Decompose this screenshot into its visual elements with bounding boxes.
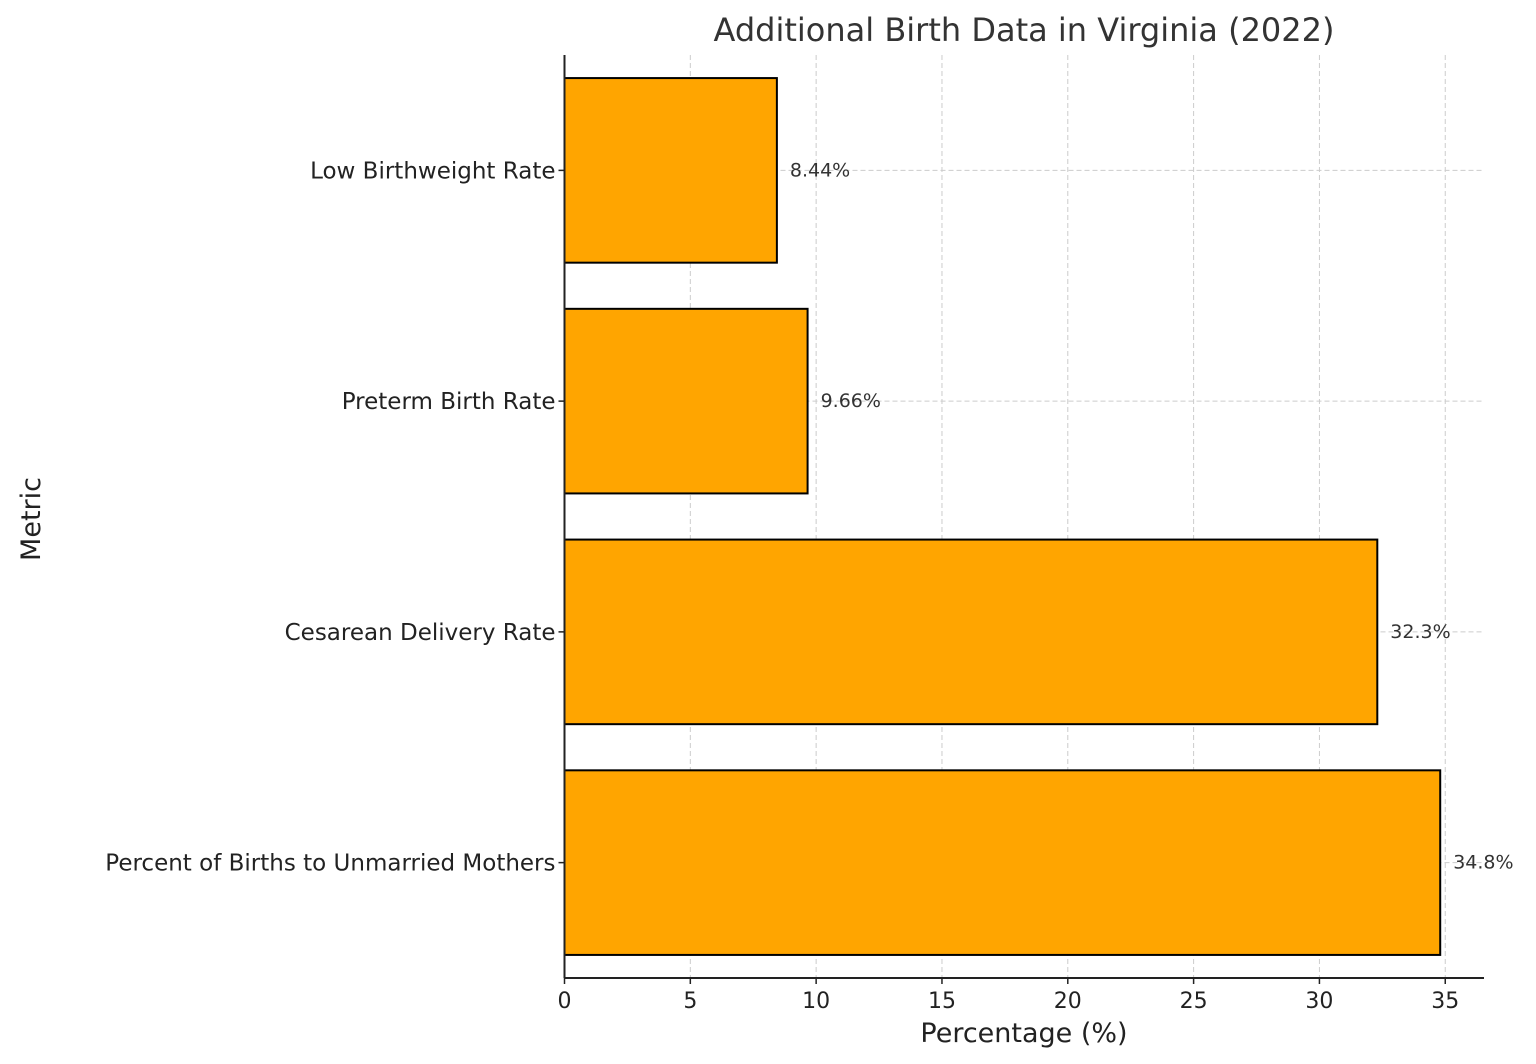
x-tick-label: 25 — [1180, 989, 1208, 1014]
bar — [563, 307, 809, 495]
x-tick-label: 35 — [1431, 989, 1459, 1014]
y-tick-label: Preterm Birth Rate — [342, 389, 556, 415]
bar — [563, 769, 1442, 956]
x-tick-label: 20 — [1054, 989, 1082, 1014]
x-axis-label: Percentage (%) — [920, 1018, 1127, 1049]
x-tick-label: 5 — [683, 989, 697, 1014]
x-tick-label: 10 — [802, 989, 830, 1014]
bar — [563, 538, 1379, 726]
data-label: 32.3% — [1390, 621, 1450, 643]
y-tick-label: Low Birthweight Rate — [310, 158, 555, 184]
x-tick-label: 30 — [1305, 989, 1333, 1014]
chart-title: Additional Birth Data in Virginia (2022) — [714, 11, 1335, 49]
x-tick-label: 15 — [928, 989, 956, 1014]
y-axis-label: Metric — [16, 477, 47, 561]
data-label: 34.8% — [1453, 852, 1513, 874]
y-tick-label: Cesarean Delivery Rate — [285, 620, 556, 646]
data-label: 9.66% — [821, 390, 881, 412]
x-tick-label: 0 — [558, 989, 572, 1014]
data-label: 8.44% — [790, 159, 850, 181]
axes: 0 5 10 15 20 25 30 35 Low Birthweight Rate Preter… — [105, 55, 1484, 1014]
y-tick-label: Percent of Births to Unmarried Mothers — [105, 851, 555, 877]
bar — [563, 77, 778, 264]
bars: 8.44% 9.66% 32.3% 34.8% — [563, 77, 1514, 956]
